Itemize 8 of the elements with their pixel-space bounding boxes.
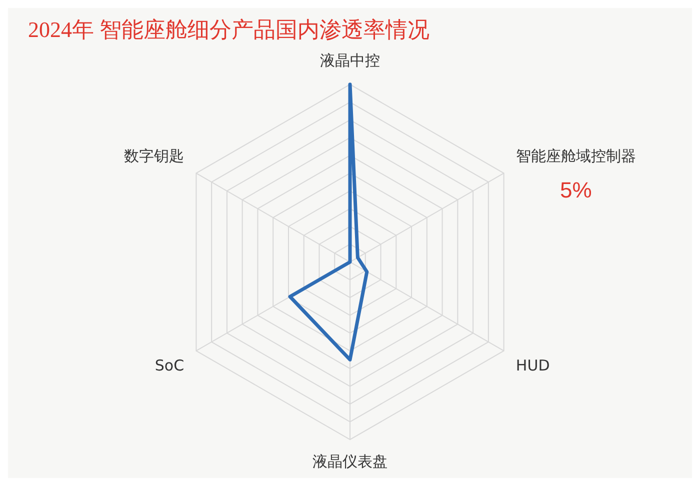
chart-title: 2024年 智能座舱细分产品国内渗透率情况 (28, 16, 430, 42)
spoke-label: 数字钥匙 (124, 147, 184, 166)
spoke-label: HUD (516, 356, 550, 375)
spoke-label: 液晶仪表盘 (312, 452, 388, 470)
spoke-label: 液晶中控 (320, 51, 380, 70)
text: 5% (560, 177, 592, 202)
spoke-label: SoC (154, 356, 184, 375)
spoke-label: 智能座舱域控制器 (516, 147, 636, 166)
